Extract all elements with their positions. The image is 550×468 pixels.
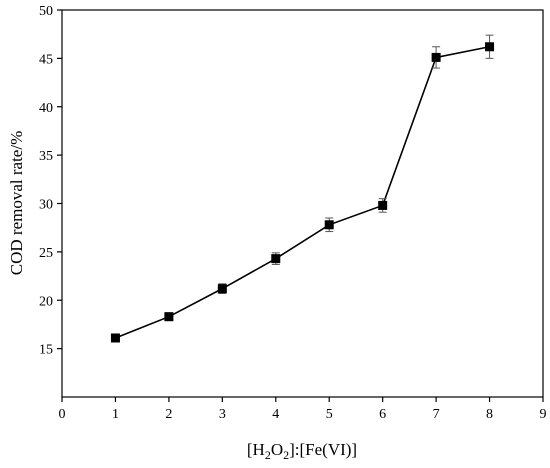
y-axis: 15 20 25 30 35 40 45 50 — [39, 4, 62, 358]
y-tick-label: 20 — [39, 294, 53, 309]
x-tick-label: 5 — [326, 407, 333, 422]
y-tick-label: 50 — [39, 4, 53, 19]
data-point — [110, 333, 120, 343]
x-tick-label: 3 — [219, 407, 226, 422]
y-axis-label: COD removal rate/% — [7, 131, 26, 275]
y-tick-label: 30 — [39, 198, 53, 213]
data-point — [217, 284, 227, 294]
x-tick-label: 1 — [112, 407, 119, 422]
plot-frame — [61, 9, 544, 398]
x-tick-label: 2 — [165, 407, 172, 422]
data-point — [271, 254, 281, 264]
series-line — [115, 45, 490, 339]
x-tick-label: 6 — [379, 407, 386, 422]
y-tick-label: 45 — [39, 52, 53, 67]
series-layer — [110, 34, 495, 343]
data-point — [485, 42, 495, 52]
data-point — [431, 52, 441, 62]
x-axis-label: [H2O2]:[Fe(VI)] — [247, 440, 357, 462]
x-tick-label: 0 — [59, 407, 66, 422]
x-tick-label: 8 — [486, 407, 493, 422]
data-point — [324, 220, 334, 230]
x-tick-label: 7 — [433, 407, 440, 422]
data-point — [378, 200, 388, 210]
x-axis: 0 1 2 3 4 5 6 7 8 9 — [59, 397, 547, 422]
x-tick-label: 9 — [540, 407, 547, 422]
y-tick-label: 15 — [39, 343, 53, 358]
y-tick-label: 25 — [39, 246, 53, 261]
x-tick-label: 4 — [272, 407, 279, 422]
y-tick-label: 40 — [39, 101, 53, 116]
y-tick-label: 35 — [39, 149, 53, 164]
data-point — [164, 312, 174, 322]
